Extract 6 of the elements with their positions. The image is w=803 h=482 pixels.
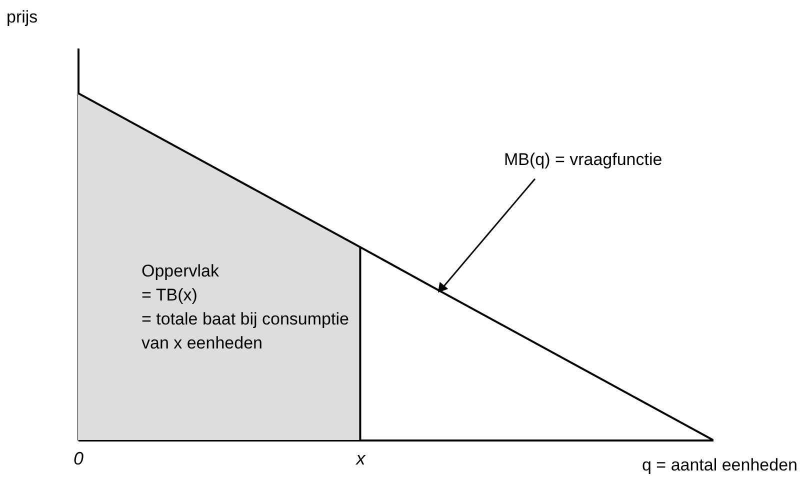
annotation: MB(q) = vraagfunctie xyxy=(504,150,662,169)
x-tick-label: 0 xyxy=(73,448,84,468)
x-tick-label: x xyxy=(355,448,366,468)
x-axis-title: q = aantal eenheden xyxy=(642,456,798,474)
y-axis-title: prijs xyxy=(6,8,38,26)
annotation: Oppervlak = TB(x) = totale baat bij consumptie van x eenheden xyxy=(142,262,349,353)
